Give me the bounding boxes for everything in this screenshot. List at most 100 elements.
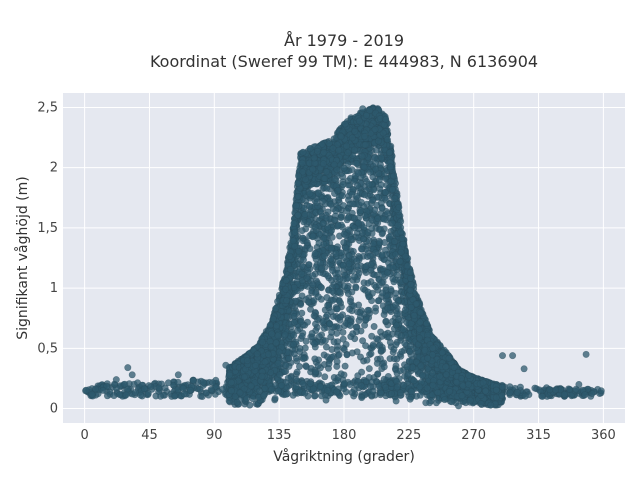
data-point (353, 182, 361, 190)
data-point (315, 332, 323, 340)
data-point (401, 306, 409, 314)
data-point (441, 396, 449, 404)
data-point (247, 382, 255, 390)
data-point (324, 272, 332, 280)
data-point (427, 397, 435, 405)
data-point (330, 338, 338, 346)
data-point (560, 390, 568, 398)
data-point (506, 383, 514, 391)
data-point (332, 249, 340, 257)
data-point (312, 368, 320, 376)
data-point (367, 350, 375, 358)
data-point (335, 297, 343, 305)
data-point (332, 207, 340, 215)
data-point (327, 200, 335, 208)
data-point (323, 184, 331, 192)
data-point (306, 379, 314, 387)
data-point (346, 321, 354, 329)
data-point (374, 297, 382, 305)
data-point (403, 363, 411, 371)
data-point (293, 368, 301, 376)
data-point (323, 386, 331, 394)
data-point (329, 296, 337, 304)
data-point (349, 200, 357, 208)
data-point (428, 369, 436, 377)
data-point (370, 322, 378, 330)
data-point (434, 388, 442, 396)
data-point (330, 190, 338, 198)
data-point (324, 301, 332, 309)
data-point (448, 398, 456, 406)
data-point (354, 169, 362, 177)
data-point (320, 324, 328, 332)
data-point (338, 192, 346, 200)
data-point (361, 191, 369, 199)
data-point (334, 222, 342, 230)
data-point (174, 378, 182, 386)
data-point (313, 198, 321, 206)
data-point (189, 377, 197, 385)
data-point (371, 206, 379, 214)
data-point (311, 250, 319, 258)
data-point (348, 388, 356, 396)
data-point (383, 268, 391, 276)
data-point (227, 378, 235, 386)
data-point (316, 383, 324, 391)
data-point (339, 328, 347, 336)
data-point (152, 392, 160, 400)
data-point (147, 383, 155, 391)
data-point (466, 396, 474, 404)
data-point (390, 355, 398, 363)
data-point (218, 385, 226, 393)
data-point (319, 220, 327, 228)
data-point (385, 333, 393, 341)
data-point (419, 371, 427, 379)
data-point (374, 370, 382, 378)
data-point (358, 394, 366, 402)
data-point (340, 380, 348, 388)
data-point (397, 332, 405, 340)
data-point (344, 290, 352, 298)
data-point (92, 385, 100, 393)
data-point (546, 386, 554, 394)
data-point (384, 304, 392, 312)
data-point (406, 395, 414, 403)
data-point (334, 373, 342, 381)
data-point (228, 387, 236, 395)
data-point (299, 256, 307, 264)
data-point (392, 341, 400, 349)
data-point (299, 355, 307, 363)
data-point (368, 378, 376, 386)
data-point (122, 391, 130, 399)
data-point (299, 380, 307, 388)
data-point (305, 261, 313, 269)
data-point (320, 234, 328, 242)
data-point (290, 331, 298, 339)
data-point (199, 378, 207, 386)
data-point (116, 391, 124, 399)
data-point (243, 395, 251, 403)
data-point (334, 257, 342, 265)
data-point (410, 377, 418, 385)
data-point (377, 389, 385, 397)
data-point (339, 335, 347, 343)
data-point (364, 288, 372, 296)
data-point (353, 257, 361, 265)
data-point (310, 340, 318, 348)
data-point (314, 293, 322, 301)
data-point (429, 381, 437, 389)
data-point (374, 215, 382, 223)
data-point (236, 389, 244, 397)
data-point (330, 216, 338, 224)
data-point (581, 391, 589, 399)
data-point (121, 380, 129, 388)
data-point (492, 393, 500, 401)
data-point (311, 223, 319, 231)
data-point (306, 190, 314, 198)
data-point (352, 159, 360, 167)
data-point (314, 362, 322, 370)
data-point (180, 390, 188, 398)
data-point (318, 264, 326, 272)
data-point (282, 390, 290, 398)
data-point (246, 401, 254, 409)
